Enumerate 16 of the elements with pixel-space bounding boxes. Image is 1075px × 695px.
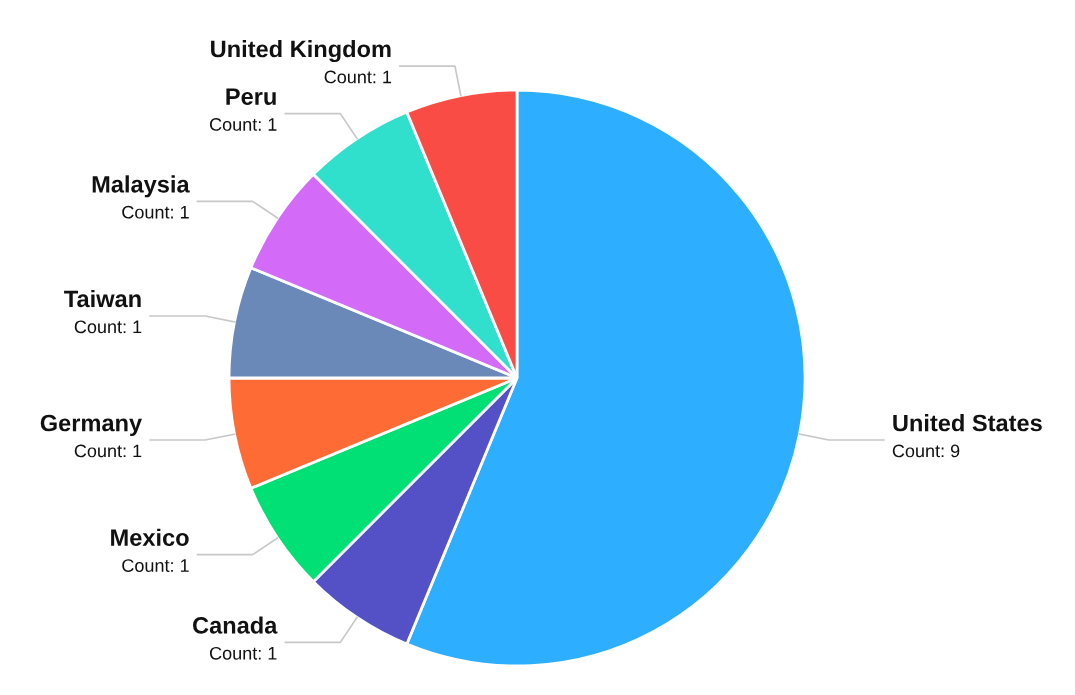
slice-label: United States	[893, 414, 1042, 432]
data-label: Count: 9	[892, 444, 960, 458]
slice-label: Germany	[40, 414, 142, 437]
data-label: Count: 1	[210, 646, 277, 660]
slice-label: United Kingdom	[211, 40, 391, 63]
slice-label: Peru	[226, 88, 276, 105]
slice-label: Malaysia	[92, 175, 190, 198]
data-label: Count: 1	[122, 559, 189, 572]
data-label: Count: 1	[122, 205, 189, 219]
slice-label: Mexico	[111, 528, 189, 546]
data-label: Count: 1	[74, 444, 142, 458]
data-label: Count: 1	[324, 70, 392, 84]
data-label: Count: 1	[210, 118, 277, 131]
slice-label: Taiwan	[64, 289, 141, 308]
data-label: Count: 1	[74, 320, 142, 334]
slice-label: Canada	[193, 616, 278, 634]
